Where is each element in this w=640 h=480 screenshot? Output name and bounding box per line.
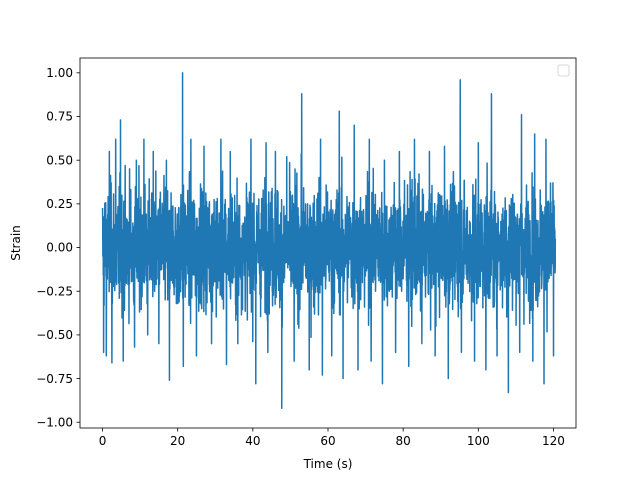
- x-tick-label: 80: [396, 434, 411, 448]
- y-axis-label: Strain: [9, 225, 23, 261]
- y-tick-label: −0.75: [36, 372, 73, 386]
- y-tick-label: −0.25: [36, 284, 73, 298]
- x-tick-label: 120: [542, 434, 565, 448]
- x-tick-label: 40: [245, 434, 260, 448]
- y-tick-label: 0.00: [46, 241, 73, 255]
- x-tick-label: 20: [170, 434, 185, 448]
- y-tick-label: −0.50: [36, 328, 73, 342]
- y-tick-label: −1.00: [36, 415, 73, 429]
- x-axis-label: Time (s): [303, 457, 353, 471]
- x-tick-label: 100: [467, 434, 490, 448]
- y-tick-label: 0.75: [46, 110, 73, 124]
- y-tick-label: 1.00: [46, 66, 73, 80]
- y-tick-label: 0.50: [46, 153, 73, 167]
- x-tick-label: 0: [99, 434, 107, 448]
- y-axis: −1.00 −0.75 −0.50 −0.25 0.00 0.25 0.50 0.75 1.00: [36, 66, 80, 429]
- legend-box: [557, 64, 570, 77]
- series-layer: [101, 72, 557, 410]
- series-line-strain: [101, 72, 557, 410]
- y-tick-label: 0.25: [46, 197, 73, 211]
- x-tick-label: 60: [320, 434, 335, 448]
- x-axis: 0 20 40 60 80 100 120: [99, 428, 565, 448]
